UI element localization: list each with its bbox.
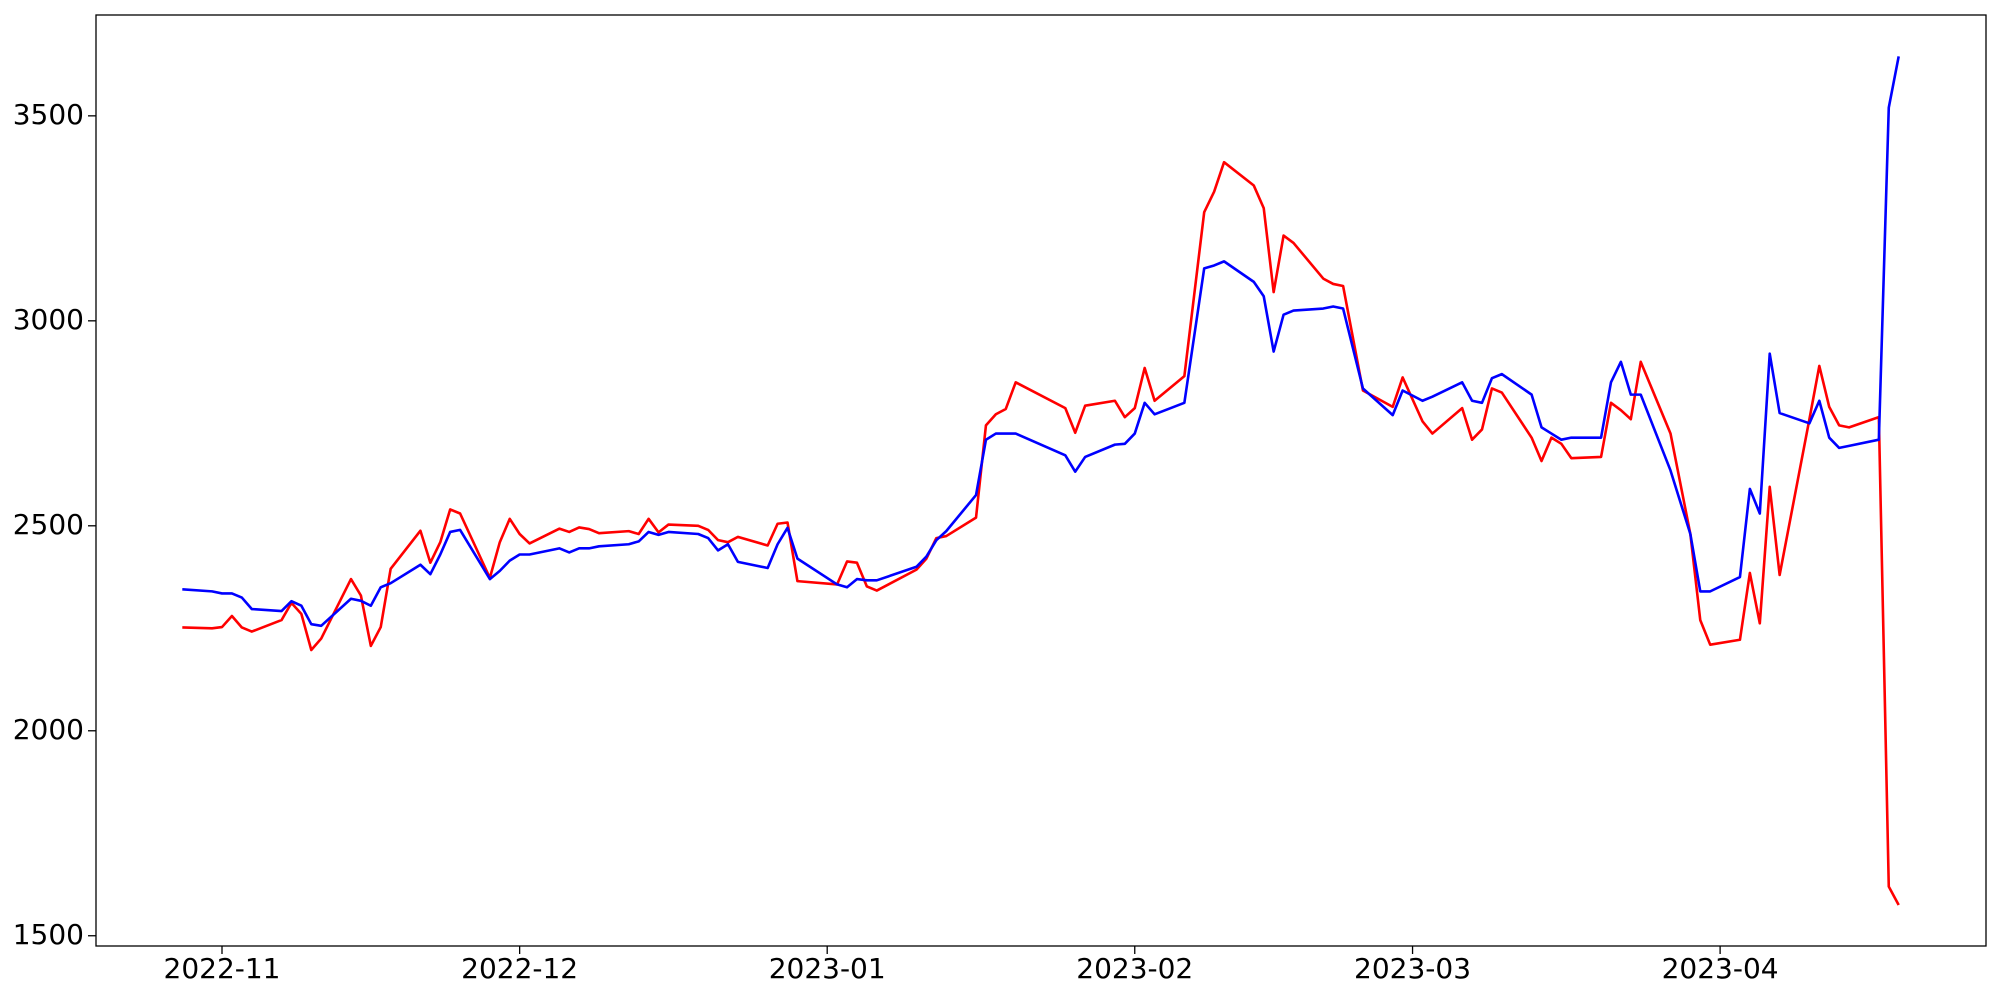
plot-frame: [95, 14, 1987, 947]
y-tick-label: 1500: [13, 918, 84, 951]
x-tick-label: 2023-02: [1076, 952, 1193, 985]
y-tick-label: 3500: [13, 98, 84, 131]
line: [182, 56, 1900, 628]
x-tick-label: 2023-01: [769, 952, 886, 985]
x-tick-label: 2022-12: [461, 952, 578, 985]
y-tick-label: 3000: [13, 303, 84, 336]
y-tick-label: 2500: [13, 508, 84, 541]
line: [182, 160, 1900, 906]
y-tick-label: 2000: [13, 713, 84, 746]
x-tick-label: 2023-04: [1662, 952, 1779, 985]
x-tick-label: 2023-03: [1354, 952, 1471, 985]
x-tick-label: 2022-11: [164, 952, 281, 985]
